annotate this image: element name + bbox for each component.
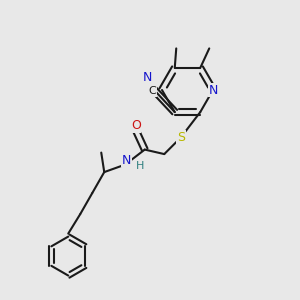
Text: H: H xyxy=(136,161,144,171)
Text: C: C xyxy=(148,86,156,96)
Text: N: N xyxy=(208,83,218,97)
Text: N: N xyxy=(122,154,131,166)
Text: O: O xyxy=(131,119,141,132)
Text: S: S xyxy=(177,131,185,144)
Text: N: N xyxy=(143,71,152,84)
